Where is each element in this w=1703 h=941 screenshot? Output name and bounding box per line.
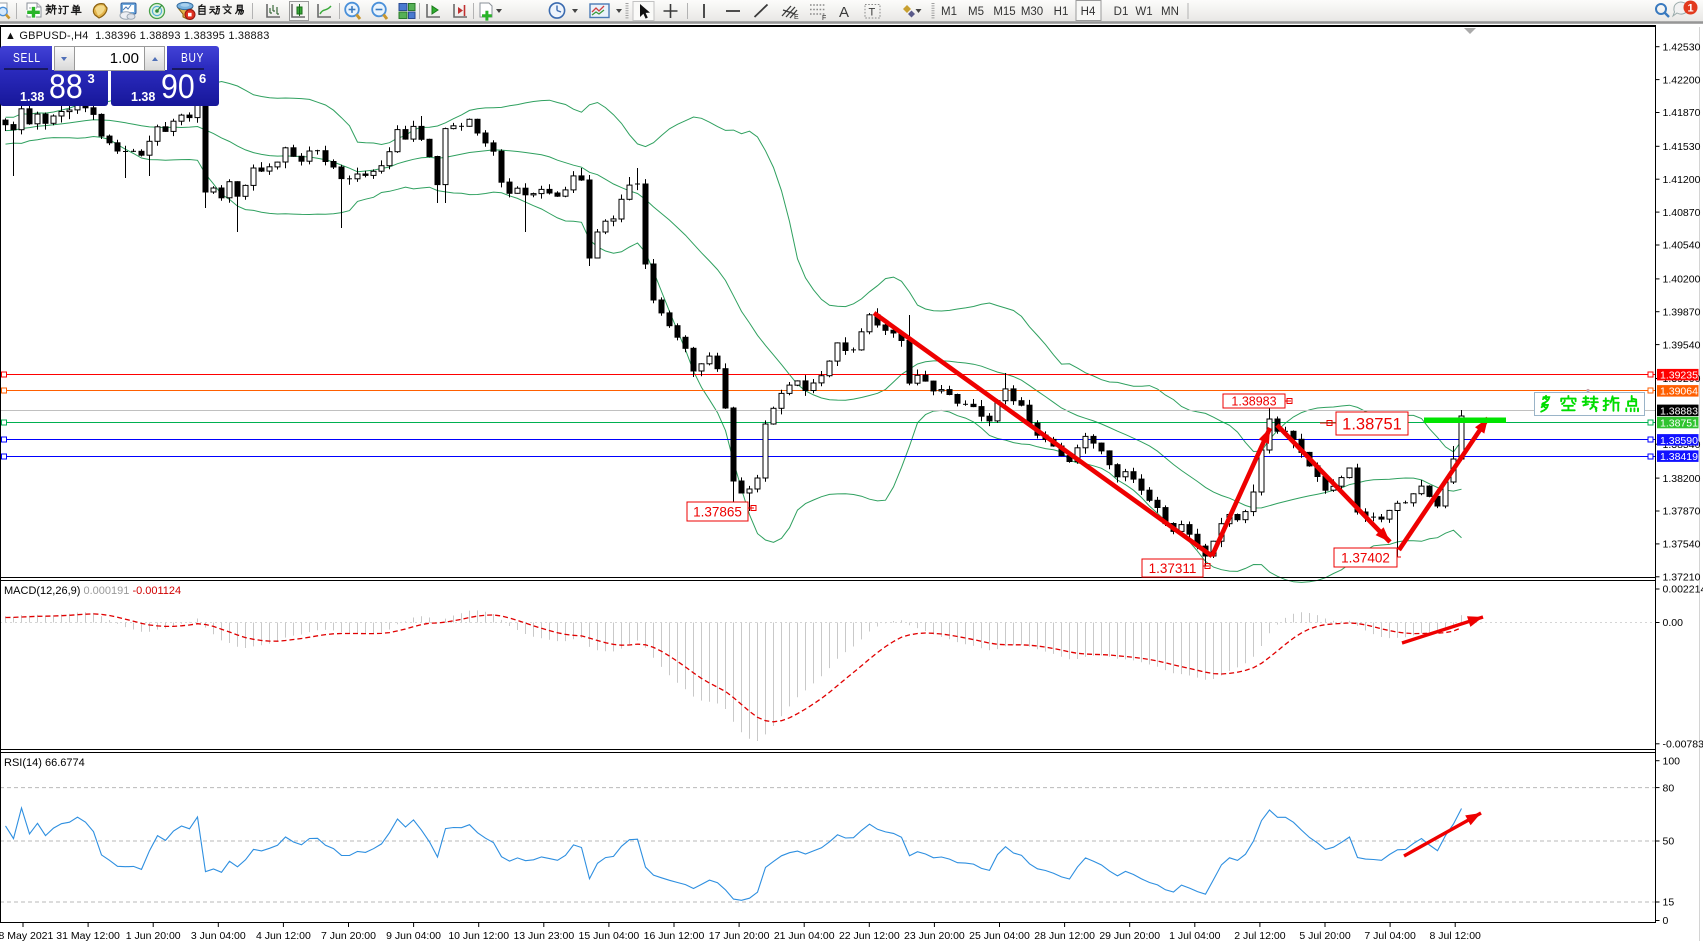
svg-text:22 Jun 12:00: 22 Jun 12:00	[839, 930, 900, 941]
svg-text:1.37540: 1.37540	[1663, 539, 1701, 551]
svg-text:1.39235: 1.39235	[1660, 370, 1698, 382]
svg-text:4 Jun 12:00: 4 Jun 12:00	[256, 930, 311, 941]
svg-text:1.41530: 1.41530	[1663, 141, 1701, 153]
svg-text:1.37210: 1.37210	[1663, 572, 1701, 584]
svg-text:17 Jun 20:00: 17 Jun 20:00	[709, 930, 770, 941]
svg-text:1.38419: 1.38419	[1660, 451, 1698, 463]
svg-text:2 Jul 12:00: 2 Jul 12:00	[1234, 930, 1286, 941]
svg-text:28 Jun 12:00: 28 Jun 12:00	[1034, 930, 1095, 941]
svg-text:W1: W1	[1135, 6, 1152, 18]
svg-text:28 May 2021: 28 May 2021	[0, 930, 54, 941]
svg-text:F: F	[822, 15, 826, 22]
svg-text:1.37870: 1.37870	[1663, 506, 1701, 518]
svg-text:13 Jun 23:00: 13 Jun 23:00	[513, 930, 574, 941]
svg-text:21 Jun 04:00: 21 Jun 04:00	[774, 930, 835, 941]
svg-text:16 Jun 12:00: 16 Jun 12:00	[644, 930, 705, 941]
svg-text:1 Jul 04:00: 1 Jul 04:00	[1169, 930, 1221, 941]
svg-text:7 Jul 04:00: 7 Jul 04:00	[1364, 930, 1416, 941]
svg-text:D1: D1	[1114, 6, 1129, 18]
svg-text:M5: M5	[968, 6, 984, 18]
svg-text:3 Jun 04:00: 3 Jun 04:00	[191, 930, 246, 941]
svg-text:0: 0	[1663, 915, 1669, 927]
svg-text:1.39540: 1.39540	[1663, 339, 1701, 351]
svg-text:1.42200: 1.42200	[1663, 74, 1701, 86]
svg-text:1.38751: 1.38751	[1342, 415, 1402, 433]
svg-text:RSI(14) 66.6774: RSI(14) 66.6774	[4, 757, 85, 769]
svg-text:1.40870: 1.40870	[1663, 207, 1701, 219]
svg-text:1.40200: 1.40200	[1663, 274, 1701, 286]
svg-text:1.40540: 1.40540	[1663, 240, 1701, 252]
svg-text:10 Jun 12:00: 10 Jun 12:00	[448, 930, 509, 941]
svg-text:1.38200: 1.38200	[1663, 473, 1701, 485]
svg-text:1.38983: 1.38983	[1231, 395, 1276, 409]
svg-text:1: 1	[1687, 3, 1693, 15]
svg-text:1.42530: 1.42530	[1663, 41, 1701, 53]
svg-text:1.38883: 1.38883	[1660, 405, 1698, 417]
svg-text:1.39064: 1.39064	[1660, 386, 1698, 398]
svg-text:1.37311: 1.37311	[1149, 561, 1197, 576]
svg-text:H4: H4	[1081, 6, 1096, 18]
svg-text:M15: M15	[993, 6, 1015, 18]
svg-text:1.37865: 1.37865	[693, 504, 742, 519]
svg-text:8 Jul 12:00: 8 Jul 12:00	[1430, 930, 1482, 941]
svg-text:29 Jun 20:00: 29 Jun 20:00	[1099, 930, 1160, 941]
svg-text:A: A	[839, 4, 849, 21]
svg-text:15: 15	[1663, 897, 1675, 909]
svg-text:9 Jun 04:00: 9 Jun 04:00	[386, 930, 441, 941]
svg-text:5 Jul 20:00: 5 Jul 20:00	[1299, 930, 1351, 941]
svg-text:15 Jun 04:00: 15 Jun 04:00	[579, 930, 640, 941]
svg-text:1.41870: 1.41870	[1663, 107, 1701, 119]
svg-text:100: 100	[1663, 755, 1681, 767]
svg-text:1.38751: 1.38751	[1660, 417, 1698, 429]
svg-text:1.41200: 1.41200	[1663, 174, 1701, 186]
svg-text:1.37402: 1.37402	[1341, 550, 1390, 565]
svg-text:23 Jun 20:00: 23 Jun 20:00	[904, 930, 965, 941]
svg-text:M30: M30	[1021, 6, 1043, 18]
svg-text:1 Jun 20:00: 1 Jun 20:00	[126, 930, 181, 941]
svg-text:M1: M1	[941, 6, 957, 18]
svg-text:50: 50	[1663, 836, 1675, 848]
svg-text:0.00: 0.00	[1663, 617, 1684, 629]
svg-text:80: 80	[1663, 782, 1675, 794]
svg-text:MN: MN	[1161, 6, 1179, 18]
svg-text:1.38590: 1.38590	[1660, 435, 1698, 447]
svg-text:H1: H1	[1054, 6, 1069, 18]
svg-text:E: E	[794, 14, 799, 21]
svg-text:0.002214: 0.002214	[1663, 584, 1703, 596]
svg-text:31 May 12:00: 31 May 12:00	[56, 930, 120, 941]
svg-text:T: T	[869, 7, 876, 19]
svg-text:1.39870: 1.39870	[1663, 306, 1701, 318]
svg-text:7 Jun 20:00: 7 Jun 20:00	[321, 930, 376, 941]
svg-text:25 Jun 04:00: 25 Jun 04:00	[969, 930, 1030, 941]
svg-text:MACD(12,26,9) 0.000191 -0.0011: MACD(12,26,9) 0.000191 -0.001124	[4, 585, 181, 597]
